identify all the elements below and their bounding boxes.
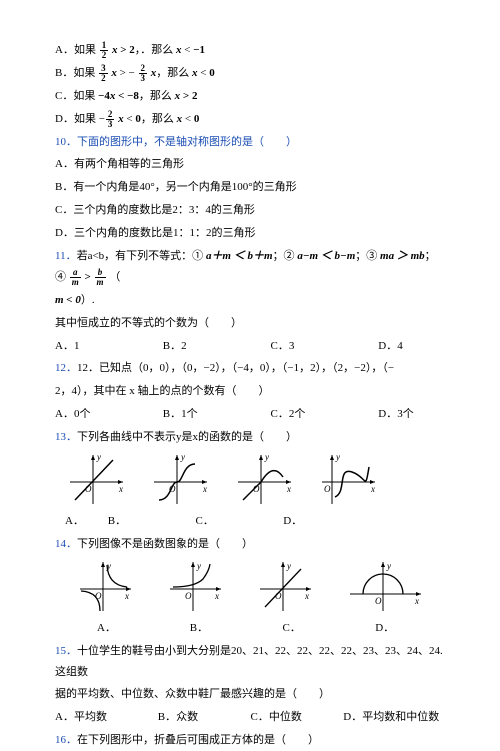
svg-text:O: O — [95, 591, 102, 601]
q11-cond: m < 0）. — [55, 290, 445, 311]
q12-opts: A．0个 B．1个 C．2个 D．3个 — [55, 404, 445, 425]
svg-text:x: x — [118, 484, 123, 494]
q14-labels: A． B． C． D． — [97, 618, 445, 639]
opt-b: B．如果 32 x > − 23 x，那么 x < 0 — [55, 63, 445, 84]
q11: 11．若a<b，有下列不等式：① a＋m ＜ b＋m；② a−m ＜ b−m；③… — [55, 246, 445, 288]
svg-text:O: O — [185, 591, 192, 601]
graph-hyperbola-icon: O x y — [75, 559, 135, 614]
q11-c: C．3 — [271, 336, 376, 357]
opt-d: D．如果 −23 x < 0，那么 x < 0 — [55, 109, 445, 130]
fraction-icon: 23 — [139, 64, 148, 83]
fraction-icon: 23 — [106, 110, 115, 129]
svg-text:O: O — [324, 484, 331, 494]
fraction-icon: 12 — [100, 41, 109, 60]
q10-a: A．有两个角相等的三角形 — [55, 154, 445, 175]
svg-text:y: y — [386, 561, 391, 571]
q12-d: D．3个 — [378, 404, 413, 425]
q13: 13．下列各曲线中不表示y是x的函数的是（ ） — [55, 427, 445, 448]
fraction-icon: 32 — [99, 64, 108, 83]
q11-d: D．4 — [378, 336, 402, 357]
graph-semicircle-icon: O x y — [345, 559, 425, 614]
q14-graphs: O x y O x y O x y O x y — [75, 559, 445, 614]
svg-text:O: O — [85, 484, 92, 494]
svg-text:y: y — [106, 561, 111, 571]
svg-text:x: x — [414, 596, 419, 606]
q12-c: C．2个 — [271, 404, 376, 425]
graph-line-icon: O x y — [65, 452, 127, 507]
graph-wave-icon: O x y — [317, 452, 379, 507]
q14-label-d: D． — [375, 618, 394, 639]
q16: 16．在下列图形中，折叠后可围成正方体的是（ ） — [55, 730, 445, 751]
q10-c: C．三个内角的度数比是2：3：4的三角形 — [55, 200, 445, 221]
fraction-icon: bm — [95, 268, 106, 287]
q11-b: B．2 — [163, 336, 268, 357]
svg-text:O: O — [253, 484, 260, 494]
svg-text:x: x — [304, 591, 309, 601]
q15-b: B．众数 — [158, 707, 248, 728]
opt-a: A．如果 12 x > 2，．那么 x < −1 — [55, 40, 445, 61]
svg-text:y: y — [180, 452, 185, 462]
svg-text:x: x — [370, 484, 375, 494]
graph-piecewise-icon: O x y — [233, 452, 295, 507]
svg-text:y: y — [335, 452, 340, 462]
opt-a-prefix: A．如果 — [55, 44, 96, 56]
q15-line1: 15．十位学生的鞋号由小到大分别是20、21、22、22、22、22、23、23… — [55, 641, 445, 683]
q11-opts: A．1 B．2 C．3 D．4 — [55, 336, 445, 357]
q15-d: D．平均数和中位数 — [343, 707, 439, 728]
fraction-icon: am — [70, 268, 81, 287]
q12a-text: 12．已知点（0，0），（0，−2），（−4，0），（−1，2），（2，−2），… — [77, 362, 394, 374]
opt-b-prefix: B．如果 — [55, 67, 95, 79]
q13-label-b: B． — [108, 511, 193, 532]
opt-d-prefix: D．如果 — [55, 113, 96, 125]
opt-c: C．如果 −4x < −8，那么 x > 2 — [55, 86, 445, 107]
q14-label-c: C． — [283, 618, 373, 639]
q11-a: A．1 — [55, 336, 160, 357]
q12-b: B．1个 — [163, 404, 268, 425]
q15-line2: 据的平均数、中位数、众数中鞋厂最感兴趣的是（ ） — [55, 684, 445, 705]
svg-text:y: y — [286, 561, 291, 571]
svg-text:y: y — [264, 452, 269, 462]
q15-a: A．平均数 — [55, 707, 155, 728]
page: A．如果 12 x > 2，．那么 x < −1 B．如果 32 x > − 2… — [0, 0, 500, 708]
q12-line2: 2，4），其中在 x 轴上的点的个数有（ ） — [55, 381, 445, 402]
q13-label-d: D． — [283, 511, 302, 532]
graph-line2-icon: O x y — [255, 559, 315, 614]
graph-exp-icon: O x y — [165, 559, 225, 614]
svg-text:O: O — [275, 591, 282, 601]
svg-text:y: y — [196, 561, 201, 571]
q13-labels: A． B． C． D． — [65, 511, 445, 532]
svg-text:O: O — [375, 596, 382, 606]
q10-d: D．三个内角的度数比是1：1：2的三角形 — [55, 223, 445, 244]
q14: 14．下列图像不是函数图象的是（ ） — [55, 534, 445, 555]
opt-a-expr: x > 2 — [112, 44, 135, 56]
q13-label-a: A． — [65, 511, 105, 532]
q13-label-c: C． — [196, 511, 281, 532]
q10-b: B．有一个内角是40°，另一个内角是100°的三角形 — [55, 177, 445, 198]
svg-text:x: x — [286, 484, 291, 494]
q14-label-b: B． — [190, 618, 280, 639]
graph-cubic-icon: O x y — [149, 452, 211, 507]
svg-text:x: x — [202, 484, 207, 494]
q12-line1: 12．12．已知点（0，0），（0，−2），（−4，0），（−1，2），（2，−… — [55, 358, 445, 379]
q11-stem: 其中恒成立的不等式的个数为（ ） — [55, 313, 445, 334]
q15-opts: A．平均数 B．众数 C．中位数 D．平均数和中位数 — [55, 707, 445, 728]
q12-a: A．0个 — [55, 404, 160, 425]
q15-c: C．中位数 — [251, 707, 341, 728]
svg-text:y: y — [96, 452, 101, 462]
svg-text:O: O — [169, 484, 176, 494]
q14-label-a: A． — [97, 618, 187, 639]
q10: 10．下面的图形中，不是轴对称图形的是（ ） — [55, 132, 445, 153]
svg-text:x: x — [124, 591, 129, 601]
q13-graphs: O x y O x y O x y O x y — [65, 452, 445, 507]
svg-text:x: x — [214, 591, 219, 601]
